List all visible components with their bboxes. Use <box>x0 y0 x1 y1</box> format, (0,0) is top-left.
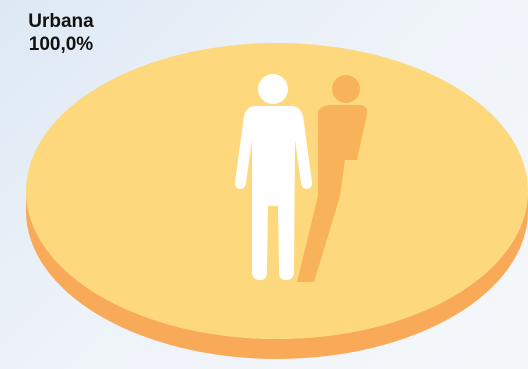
data-label-value: 100,0% <box>28 34 94 55</box>
data-label-category: Urbana <box>28 11 94 32</box>
person-icon <box>234 74 313 280</box>
person-shadow-icon <box>297 75 368 282</box>
data-label-urbana: Urbana 100,0% <box>2 10 120 56</box>
